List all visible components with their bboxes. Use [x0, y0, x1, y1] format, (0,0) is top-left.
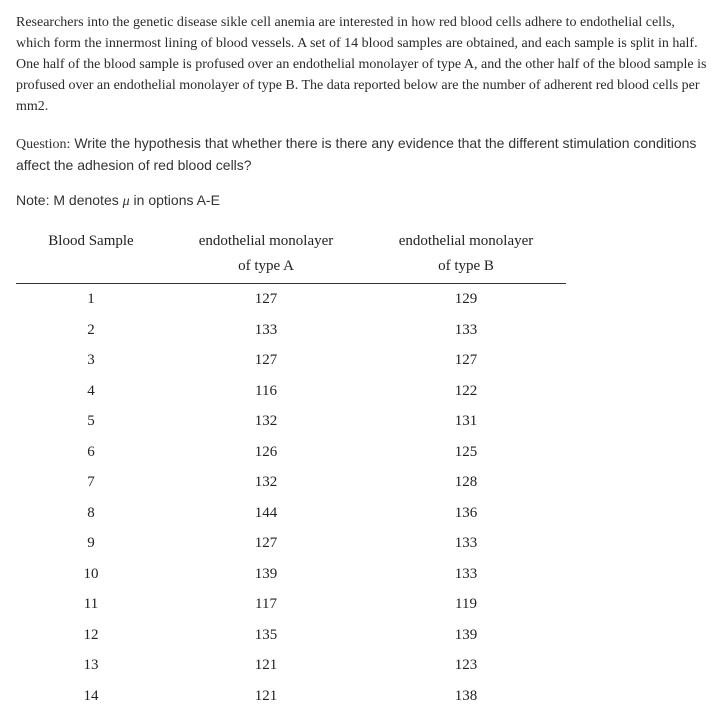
note-suffix: in options A-E: [130, 192, 220, 208]
cell-sample-number: 13: [16, 650, 166, 681]
data-table: Blood Sample endothelial monolayer of ty…: [16, 224, 566, 711]
cell-sample-number: 4: [16, 376, 166, 407]
cell-type-b: 129: [366, 284, 566, 315]
table-row: 9127133: [16, 528, 566, 559]
cell-type-a: 135: [166, 620, 366, 651]
table-row: 7132128: [16, 467, 566, 498]
cell-type-a: 132: [166, 406, 366, 437]
col2-label-line2: of type A: [186, 255, 346, 278]
table-row: 14121138: [16, 681, 566, 712]
cell-sample-number: 11: [16, 589, 166, 620]
note-block: Note: M denotes μ in options A-E: [16, 190, 712, 212]
table-row: 1127129: [16, 284, 566, 315]
cell-sample-number: 1: [16, 284, 166, 315]
col-header-type-a: endothelial monolayer of type A: [166, 224, 366, 284]
cell-type-a: 121: [166, 681, 366, 712]
cell-sample-number: 12: [16, 620, 166, 651]
intro-paragraph: Researchers into the genetic disease sik…: [16, 12, 712, 117]
cell-type-a: 116: [166, 376, 366, 407]
table-row: 2133133: [16, 315, 566, 346]
cell-type-a: 127: [166, 528, 366, 559]
cell-type-a: 139: [166, 559, 366, 590]
cell-type-b: 138: [366, 681, 566, 712]
cell-type-a: 127: [166, 345, 366, 376]
cell-type-b: 122: [366, 376, 566, 407]
col2-label-line1: endothelial monolayer: [199, 233, 334, 249]
cell-sample-number: 8: [16, 498, 166, 529]
table-row: 4116122: [16, 376, 566, 407]
col3-label-line2: of type B: [386, 255, 546, 278]
table-row: 6126125: [16, 437, 566, 468]
cell-type-a: 126: [166, 437, 366, 468]
cell-sample-number: 10: [16, 559, 166, 590]
mu-symbol: μ: [123, 194, 130, 209]
cell-sample-number: 7: [16, 467, 166, 498]
cell-sample-number: 9: [16, 528, 166, 559]
cell-type-b: 133: [366, 528, 566, 559]
cell-type-a: 121: [166, 650, 366, 681]
cell-type-b: 136: [366, 498, 566, 529]
cell-type-b: 119: [366, 589, 566, 620]
cell-type-a: 117: [166, 589, 366, 620]
col-header-sample: Blood Sample: [16, 224, 166, 284]
cell-type-a: 132: [166, 467, 366, 498]
table-header-row: Blood Sample endothelial monolayer of ty…: [16, 224, 566, 284]
cell-sample-number: 5: [16, 406, 166, 437]
cell-type-a: 127: [166, 284, 366, 315]
cell-sample-number: 14: [16, 681, 166, 712]
col1-label: Blood Sample: [48, 233, 133, 249]
cell-type-b: 123: [366, 650, 566, 681]
cell-sample-number: 2: [16, 315, 166, 346]
col3-label-line1: endothelial monolayer: [399, 233, 534, 249]
question-label: Question:: [16, 137, 70, 152]
cell-type-b: 128: [366, 467, 566, 498]
table-row: 10139133: [16, 559, 566, 590]
table-row: 5132131: [16, 406, 566, 437]
col-header-type-b: endothelial monolayer of type B: [366, 224, 566, 284]
cell-sample-number: 3: [16, 345, 166, 376]
cell-type-a: 144: [166, 498, 366, 529]
cell-type-b: 133: [366, 559, 566, 590]
cell-type-b: 133: [366, 315, 566, 346]
note-prefix: Note: M denotes: [16, 192, 123, 208]
table-row: 8144136: [16, 498, 566, 529]
table-row: 13121123: [16, 650, 566, 681]
cell-sample-number: 6: [16, 437, 166, 468]
table-row: 12135139: [16, 620, 566, 651]
table-row: 11117119: [16, 589, 566, 620]
cell-type-b: 139: [366, 620, 566, 651]
cell-type-b: 131: [366, 406, 566, 437]
question-text: Write the hypothesis that whether there …: [16, 135, 696, 173]
question-block: Question: Write the hypothesis that whet…: [16, 133, 712, 176]
cell-type-b: 125: [366, 437, 566, 468]
table-row: 3127127: [16, 345, 566, 376]
cell-type-b: 127: [366, 345, 566, 376]
cell-type-a: 133: [166, 315, 366, 346]
